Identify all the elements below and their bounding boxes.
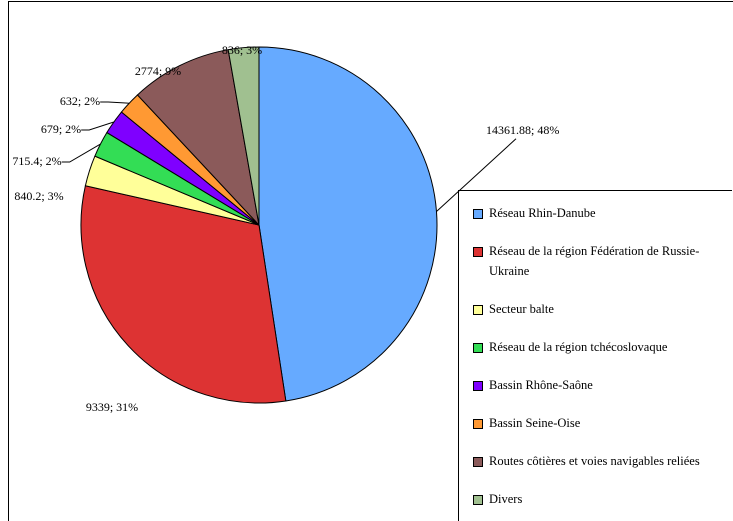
legend-label: Réseau de la région Fédération de Russie… [489, 244, 700, 278]
legend-swatch [473, 457, 483, 467]
leader-line [100, 101, 130, 104]
legend-swatch [473, 247, 483, 257]
legend-item: Bassin Rhône-Saône [473, 375, 724, 395]
legend-item: Secteur balte [473, 299, 724, 319]
legend-item: Réseau de la région Fédération de Russie… [473, 241, 724, 281]
legend-swatch [473, 419, 483, 429]
legend-label: Bassin Seine-Oise [489, 416, 581, 430]
pie-slice [80, 185, 287, 404]
pie-slice [227, 46, 260, 226]
legend-swatch [473, 305, 483, 315]
data-label: 9339; 31% [86, 400, 138, 414]
legend-item: Routes côtières et voies navigables reli… [473, 451, 724, 471]
legend: Réseau Rhin-Danube Réseau de la région Fé… [458, 190, 732, 521]
legend-label: Bassin Rhône-Saône [489, 378, 593, 392]
legend-item: Divers [473, 489, 724, 509]
legend-label: Secteur balte [489, 302, 554, 316]
legend-label: Réseau de la région tchécoslovaque [489, 340, 668, 354]
legend-item: Bassin Seine-Oise [473, 413, 724, 433]
data-label: 679; 2% [41, 122, 81, 136]
chart-frame [8, 1, 733, 521]
leader-line [436, 138, 517, 212]
leader-line [61, 143, 101, 163]
pie-slice [258, 46, 438, 402]
legend-label: Routes côtières et voies navigables reli… [489, 454, 700, 468]
legend-label: Divers [489, 492, 523, 506]
legend-swatch [473, 381, 483, 391]
leader-line [81, 121, 114, 131]
legend-swatch [473, 209, 483, 219]
data-label: 840.2; 3% [14, 189, 63, 203]
legend-item: Réseau de la région tchécoslovaque [473, 337, 724, 357]
data-label: 632; 2% [60, 94, 100, 108]
data-label: 836; 3% [222, 43, 262, 57]
data-label: 2774; 9% [135, 64, 181, 78]
legend-swatch [473, 495, 483, 505]
legend-swatch [473, 343, 483, 353]
legend-item: Réseau Rhin-Danube [473, 203, 724, 223]
pie-slice [136, 49, 260, 227]
data-label: 715.4; 2% [12, 154, 61, 168]
legend-label: Réseau Rhin-Danube [489, 206, 596, 220]
data-label: 14361.88; 48% [486, 123, 559, 137]
